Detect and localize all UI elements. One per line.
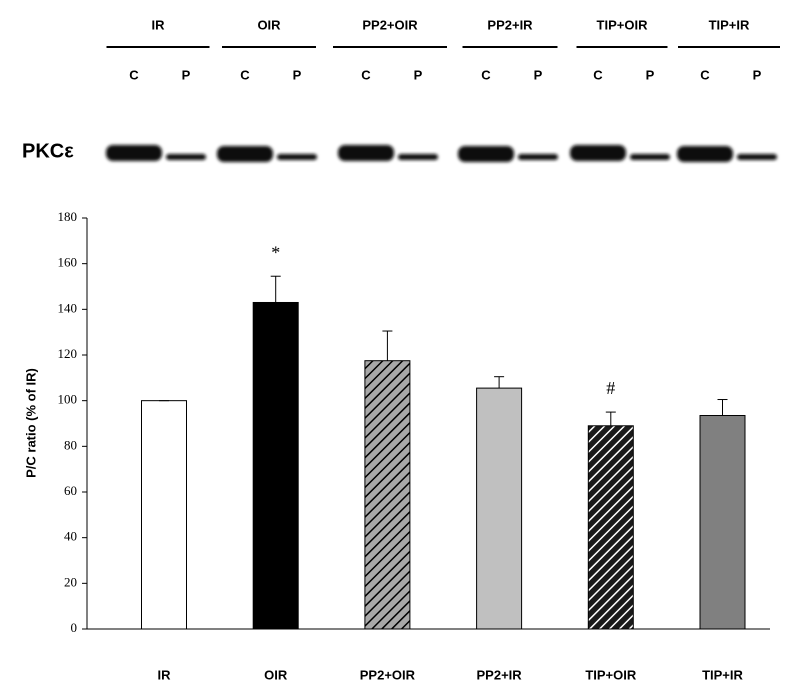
lane-label: C [240, 67, 250, 82]
bar [252, 301, 299, 630]
lane-label: C [361, 67, 371, 82]
lane-label: P [646, 67, 655, 82]
lane-label: P [534, 67, 543, 82]
bar [141, 400, 187, 630]
blot-band [737, 154, 777, 160]
blot-band [338, 145, 394, 161]
y-tick-label: 40 [64, 529, 77, 544]
x-tick-label: PP2+IR [477, 667, 523, 682]
lane-label: P [753, 67, 762, 82]
blot-band [518, 154, 558, 160]
blot-band [217, 146, 273, 162]
blot-band [677, 146, 733, 162]
group-label: IR [152, 17, 166, 32]
group-label: OIR [257, 17, 281, 32]
y-tick-label: 120 [58, 346, 78, 361]
group-label: PP2+IR [487, 17, 533, 32]
annotation: * [271, 242, 280, 262]
blot-band [398, 154, 438, 160]
bar [364, 360, 411, 630]
protein-label: PKCε [22, 140, 74, 162]
bar [587, 425, 634, 630]
y-tick-label: 20 [64, 574, 77, 589]
x-tick-label: IR [158, 667, 172, 682]
annotation: # [606, 378, 615, 398]
x-tick-label: PP2+OIR [360, 667, 416, 682]
blot-band [106, 145, 162, 161]
lane-label: C [700, 67, 710, 82]
group-label: PP2+OIR [362, 17, 418, 32]
y-tick-label: 0 [71, 620, 78, 635]
y-tick-label: 80 [64, 437, 77, 452]
group-label: TIP+OIR [597, 17, 649, 32]
lane-label: C [593, 67, 603, 82]
lane-label: C [129, 67, 139, 82]
y-axis-label: P/C ratio (% of IR) [23, 368, 38, 478]
lane-label: C [481, 67, 491, 82]
x-tick-label: OIR [264, 667, 288, 682]
y-tick-label: 140 [58, 300, 78, 315]
blot-band [277, 154, 317, 160]
blot-band [570, 145, 626, 161]
blot-band [458, 146, 514, 162]
lane-label: P [293, 67, 302, 82]
y-tick-label: 100 [58, 392, 78, 407]
x-tick-label: TIP+IR [702, 667, 743, 682]
y-tick-label: 60 [64, 483, 77, 498]
blot-band [630, 154, 670, 160]
blot-band [166, 154, 206, 160]
bar [476, 387, 523, 630]
bar [699, 415, 746, 630]
lane-label: P [182, 67, 191, 82]
x-tick-label: TIP+OIR [585, 667, 637, 682]
y-tick-label: 180 [58, 209, 78, 224]
lane-label: P [414, 67, 423, 82]
y-tick-label: 160 [58, 255, 78, 270]
group-label: TIP+IR [709, 17, 750, 32]
